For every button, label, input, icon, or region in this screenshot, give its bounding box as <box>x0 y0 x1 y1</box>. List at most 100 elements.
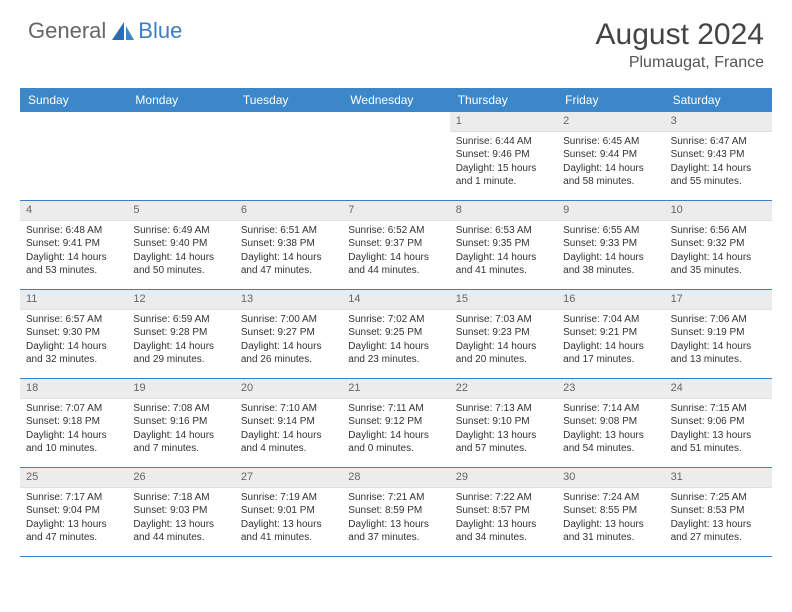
day-daylight: Daylight: 13 hours and 27 minutes. <box>671 518 766 545</box>
day-sunrise: Sunrise: 7:03 AM <box>456 313 551 327</box>
day-sunrise: Sunrise: 7:21 AM <box>348 491 443 505</box>
calendar-day: 4Sunrise: 6:48 AMSunset: 9:41 PMDaylight… <box>20 201 127 289</box>
day-daylight: Daylight: 14 hours and 32 minutes. <box>26 340 121 367</box>
calendar-empty-cell <box>235 112 342 200</box>
calendar-day: 25Sunrise: 7:17 AMSunset: 9:04 PMDayligh… <box>20 468 127 556</box>
day-number: 14 <box>342 290 449 310</box>
day-sunset: Sunset: 9:01 PM <box>241 504 336 518</box>
day-sunrise: Sunrise: 6:56 AM <box>671 224 766 238</box>
day-details: Sunrise: 7:19 AMSunset: 9:01 PMDaylight:… <box>235 488 342 549</box>
day-details: Sunrise: 6:57 AMSunset: 9:30 PMDaylight:… <box>20 310 127 371</box>
day-details: Sunrise: 6:56 AMSunset: 9:32 PMDaylight:… <box>665 221 772 282</box>
day-sunset: Sunset: 9:33 PM <box>563 237 658 251</box>
day-daylight: Daylight: 13 hours and 34 minutes. <box>456 518 551 545</box>
calendar-day: 11Sunrise: 6:57 AMSunset: 9:30 PMDayligh… <box>20 290 127 378</box>
calendar-week: 1Sunrise: 6:44 AMSunset: 9:46 PMDaylight… <box>20 112 772 201</box>
calendar-day: 23Sunrise: 7:14 AMSunset: 9:08 PMDayligh… <box>557 379 664 467</box>
day-number: 6 <box>235 201 342 221</box>
month-title: August 2024 <box>596 18 764 52</box>
calendar-day: 6Sunrise: 6:51 AMSunset: 9:38 PMDaylight… <box>235 201 342 289</box>
weekday-header-row: SundayMondayTuesdayWednesdayThursdayFrid… <box>20 88 772 112</box>
day-sunrise: Sunrise: 7:00 AM <box>241 313 336 327</box>
day-sunrise: Sunrise: 6:44 AM <box>456 135 551 149</box>
day-details: Sunrise: 6:48 AMSunset: 9:41 PMDaylight:… <box>20 221 127 282</box>
calendar-day: 14Sunrise: 7:02 AMSunset: 9:25 PMDayligh… <box>342 290 449 378</box>
day-sunrise: Sunrise: 7:22 AM <box>456 491 551 505</box>
day-sunset: Sunset: 9:08 PM <box>563 415 658 429</box>
day-number: 15 <box>450 290 557 310</box>
day-sunrise: Sunrise: 7:15 AM <box>671 402 766 416</box>
location-label: Plumaugat, France <box>596 54 764 72</box>
day-number: 5 <box>127 201 234 221</box>
day-details: Sunrise: 6:52 AMSunset: 9:37 PMDaylight:… <box>342 221 449 282</box>
day-sunset: Sunset: 9:44 PM <box>563 148 658 162</box>
day-sunset: Sunset: 9:10 PM <box>456 415 551 429</box>
day-daylight: Daylight: 14 hours and 41 minutes. <box>456 251 551 278</box>
calendar-day: 27Sunrise: 7:19 AMSunset: 9:01 PMDayligh… <box>235 468 342 556</box>
sail-icon <box>110 20 136 42</box>
day-details: Sunrise: 7:24 AMSunset: 8:55 PMDaylight:… <box>557 488 664 549</box>
day-details: Sunrise: 7:13 AMSunset: 9:10 PMDaylight:… <box>450 399 557 460</box>
day-daylight: Daylight: 14 hours and 17 minutes. <box>563 340 658 367</box>
day-details: Sunrise: 6:53 AMSunset: 9:35 PMDaylight:… <box>450 221 557 282</box>
day-number: 9 <box>557 201 664 221</box>
calendar-day: 7Sunrise: 6:52 AMSunset: 9:37 PMDaylight… <box>342 201 449 289</box>
day-sunrise: Sunrise: 6:49 AM <box>133 224 228 238</box>
day-sunset: Sunset: 9:43 PM <box>671 148 766 162</box>
day-details: Sunrise: 6:51 AMSunset: 9:38 PMDaylight:… <box>235 221 342 282</box>
day-sunset: Sunset: 8:59 PM <box>348 504 443 518</box>
day-daylight: Daylight: 14 hours and 35 minutes. <box>671 251 766 278</box>
day-number: 18 <box>20 379 127 399</box>
day-daylight: Daylight: 13 hours and 41 minutes. <box>241 518 336 545</box>
day-number: 23 <box>557 379 664 399</box>
day-details: Sunrise: 7:17 AMSunset: 9:04 PMDaylight:… <box>20 488 127 549</box>
calendar-week: 18Sunrise: 7:07 AMSunset: 9:18 PMDayligh… <box>20 379 772 468</box>
day-daylight: Daylight: 14 hours and 55 minutes. <box>671 162 766 189</box>
day-number: 13 <box>235 290 342 310</box>
day-number: 17 <box>665 290 772 310</box>
day-number: 25 <box>20 468 127 488</box>
day-sunrise: Sunrise: 7:17 AM <box>26 491 121 505</box>
day-daylight: Daylight: 14 hours and 53 minutes. <box>26 251 121 278</box>
calendar-empty-cell <box>127 112 234 200</box>
day-sunset: Sunset: 9:46 PM <box>456 148 551 162</box>
day-details: Sunrise: 7:15 AMSunset: 9:06 PMDaylight:… <box>665 399 772 460</box>
day-sunrise: Sunrise: 7:25 AM <box>671 491 766 505</box>
day-details: Sunrise: 6:44 AMSunset: 9:46 PMDaylight:… <box>450 132 557 193</box>
day-daylight: Daylight: 14 hours and 50 minutes. <box>133 251 228 278</box>
day-sunrise: Sunrise: 7:06 AM <box>671 313 766 327</box>
day-daylight: Daylight: 13 hours and 54 minutes. <box>563 429 658 456</box>
day-sunset: Sunset: 9:19 PM <box>671 326 766 340</box>
day-daylight: Daylight: 14 hours and 7 minutes. <box>133 429 228 456</box>
day-details: Sunrise: 7:03 AMSunset: 9:23 PMDaylight:… <box>450 310 557 371</box>
day-sunrise: Sunrise: 7:13 AM <box>456 402 551 416</box>
weekday-header: Friday <box>557 88 664 112</box>
day-sunset: Sunset: 9:04 PM <box>26 504 121 518</box>
day-daylight: Daylight: 14 hours and 20 minutes. <box>456 340 551 367</box>
day-sunrise: Sunrise: 7:08 AM <box>133 402 228 416</box>
calendar-day: 24Sunrise: 7:15 AMSunset: 9:06 PMDayligh… <box>665 379 772 467</box>
brand-logo: General Blue <box>28 18 182 44</box>
calendar-day: 17Sunrise: 7:06 AMSunset: 9:19 PMDayligh… <box>665 290 772 378</box>
day-sunset: Sunset: 8:55 PM <box>563 504 658 518</box>
day-number: 22 <box>450 379 557 399</box>
calendar-day: 2Sunrise: 6:45 AMSunset: 9:44 PMDaylight… <box>557 112 664 200</box>
calendar-empty-cell <box>20 112 127 200</box>
day-sunrise: Sunrise: 6:57 AM <box>26 313 121 327</box>
day-sunset: Sunset: 8:57 PM <box>456 504 551 518</box>
day-sunrise: Sunrise: 7:04 AM <box>563 313 658 327</box>
day-daylight: Daylight: 15 hours and 1 minute. <box>456 162 551 189</box>
day-number: 31 <box>665 468 772 488</box>
day-number: 7 <box>342 201 449 221</box>
day-number: 28 <box>342 468 449 488</box>
day-details: Sunrise: 6:45 AMSunset: 9:44 PMDaylight:… <box>557 132 664 193</box>
day-number: 10 <box>665 201 772 221</box>
day-details: Sunrise: 7:25 AMSunset: 8:53 PMDaylight:… <box>665 488 772 549</box>
day-number: 1 <box>450 112 557 132</box>
calendar-day: 21Sunrise: 7:11 AMSunset: 9:12 PMDayligh… <box>342 379 449 467</box>
calendar-week: 11Sunrise: 6:57 AMSunset: 9:30 PMDayligh… <box>20 290 772 379</box>
day-details: Sunrise: 7:18 AMSunset: 9:03 PMDaylight:… <box>127 488 234 549</box>
day-number: 2 <box>557 112 664 132</box>
day-number: 8 <box>450 201 557 221</box>
day-sunrise: Sunrise: 6:51 AM <box>241 224 336 238</box>
